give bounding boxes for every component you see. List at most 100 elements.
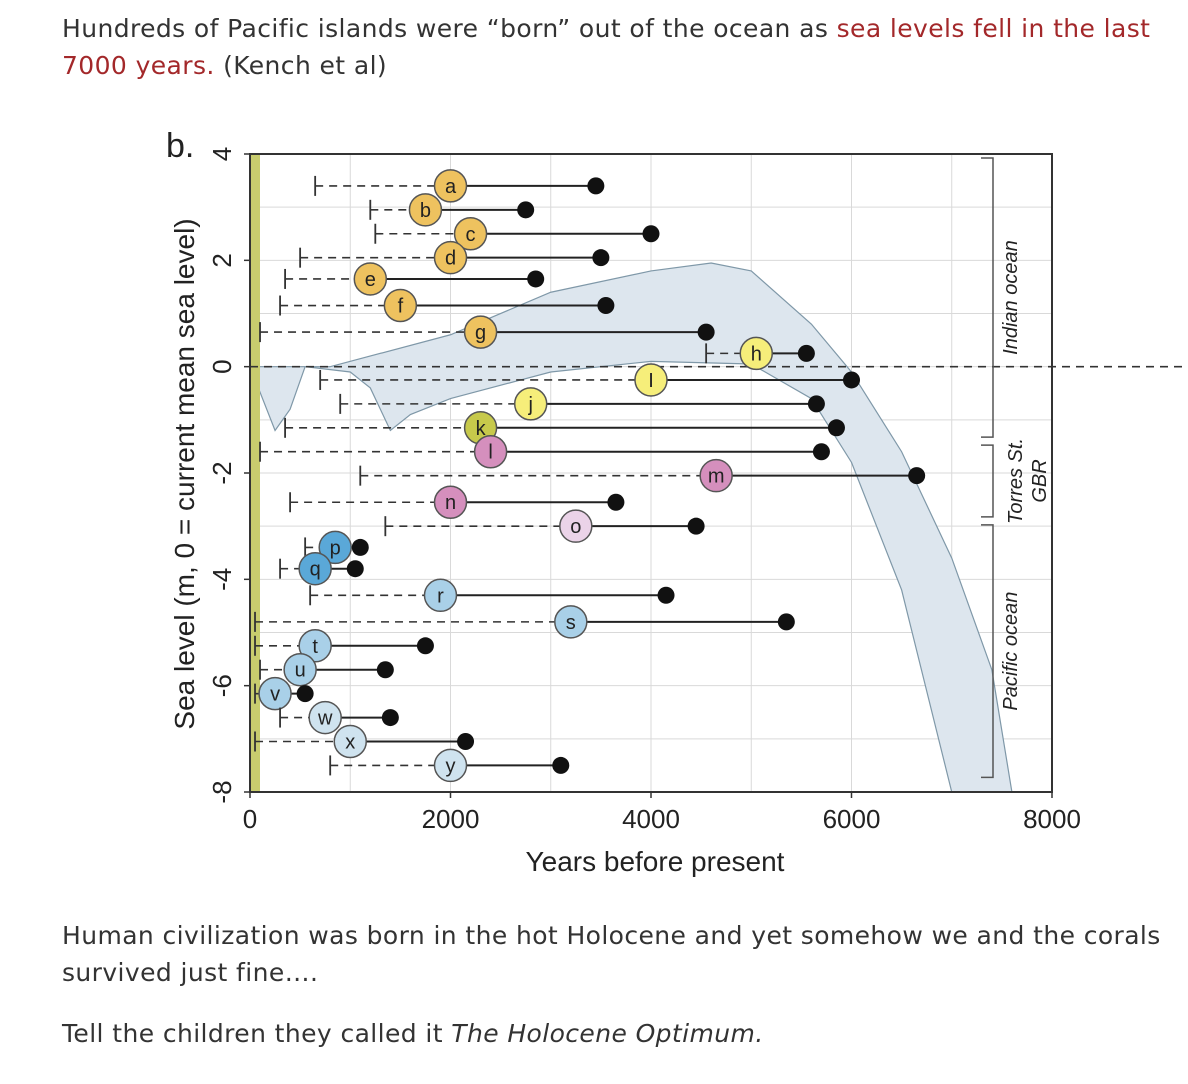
island-v: v	[254, 676, 314, 711]
island-label: r	[437, 585, 444, 607]
sea-levels-link[interactable]: sea levels fell in the last 7000 years.	[62, 14, 1151, 80]
island-label: a	[445, 176, 457, 198]
island-marker	[433, 169, 468, 203]
x-tick-label: 8000	[1023, 804, 1081, 834]
panel-label: b.	[166, 127, 194, 165]
end-point	[807, 395, 825, 413]
holocene-optimum-phrase: The Holocene Optimum.	[451, 1019, 764, 1048]
region-label: Pacific ocean	[1000, 592, 1022, 711]
present-band	[251, 154, 260, 792]
island-label: s	[566, 612, 576, 634]
island-marker	[318, 530, 352, 565]
closing-text: Tell the children they called it	[62, 1019, 452, 1048]
island-o: o	[384, 509, 705, 543]
island-label: I	[648, 370, 654, 392]
island-q: q	[279, 551, 364, 586]
island-x: x	[254, 724, 475, 759]
end-point	[346, 560, 364, 578]
island-label: b	[420, 200, 431, 222]
end-point	[687, 517, 705, 535]
island-k: k	[284, 411, 845, 445]
island-marker	[408, 193, 443, 227]
region-torres: Torres St. GBR	[981, 438, 1051, 524]
island-label: u	[295, 660, 306, 682]
island-marker	[634, 363, 668, 397]
intro-paragraph: Hundreds of Pacific islands were “born” …	[62, 10, 1182, 84]
island-e: e	[284, 262, 545, 296]
island-y: y	[329, 748, 570, 783]
island-label: x	[345, 731, 355, 753]
island-label: h	[751, 343, 762, 365]
y-tick-label: -4	[207, 568, 237, 591]
region-label: Torres St.	[1005, 438, 1027, 524]
end-point	[381, 709, 399, 727]
y-tick-label: 2	[207, 253, 237, 267]
sea-level-envelope	[249, 262, 1013, 793]
y-tick-label: -6	[207, 674, 237, 697]
island-s: s	[254, 605, 795, 639]
x-tick-label: 2000	[422, 804, 480, 834]
island-u: u	[259, 652, 394, 687]
island-m: m	[359, 458, 926, 493]
x-tick-label: 4000	[622, 804, 680, 834]
end-point	[592, 249, 610, 267]
y-tick-label: 0	[207, 359, 237, 373]
island-c: c	[374, 217, 660, 251]
island-marker	[383, 288, 418, 323]
intro-text: Hundreds of Pacific islands were “born” …	[62, 14, 837, 43]
end-point	[527, 270, 545, 288]
end-point	[697, 323, 715, 341]
island-marker	[473, 434, 508, 469]
island-label: w	[317, 708, 333, 730]
end-point	[351, 538, 369, 556]
island-t: t	[254, 629, 434, 663]
island-label: d	[445, 248, 456, 270]
end-point	[376, 661, 394, 679]
region-pacific: Pacific ocean	[981, 524, 1022, 779]
island-marker	[298, 551, 332, 586]
island-j: j	[339, 387, 825, 421]
island-marker	[258, 676, 292, 711]
island-marker	[353, 262, 388, 296]
end-point	[843, 371, 860, 389]
end-point	[607, 493, 625, 511]
island-p: p	[304, 530, 369, 565]
end-point	[587, 177, 605, 195]
end-point	[827, 419, 845, 437]
region-indian: Indian ocean	[981, 157, 1022, 438]
region-bracket	[981, 157, 994, 438]
end-point	[296, 685, 314, 703]
island-label: n	[445, 492, 456, 514]
island-label: l	[488, 442, 492, 464]
island-series: ab cd ef g h Ij kl m n o pq r s tuv wx y	[254, 169, 926, 783]
island-label: o	[570, 516, 581, 538]
island-marker	[433, 748, 468, 783]
end-point	[777, 613, 795, 631]
end-point	[552, 756, 570, 774]
island-I: I	[319, 363, 860, 397]
island-marker	[333, 724, 367, 759]
island-d: d	[299, 240, 610, 275]
island-g: g	[259, 315, 715, 349]
sea-level-chart: ab cd ef g h Ij kl m n o pq r s tuv wx y Indian ocean To…	[166, 127, 1186, 877]
x-tick-label: 0	[243, 804, 257, 834]
island-label: y	[446, 755, 456, 777]
island-l: l	[259, 434, 830, 469]
y-tick-label: -2	[207, 461, 237, 484]
island-marker	[513, 387, 548, 421]
island-marker	[433, 485, 468, 519]
y-axis-title: Sea level (m, 0 = current mean sea level…	[169, 218, 200, 729]
island-marker	[453, 217, 488, 251]
island-marker	[433, 240, 468, 275]
axis-ticks: 0 2000 4000 6000 8000 4 2 0 -2 -4 -6 -8	[207, 147, 1081, 834]
island-label: j	[527, 394, 532, 416]
island-label: c	[466, 224, 476, 246]
end-point	[642, 225, 660, 243]
island-w: w	[279, 700, 399, 735]
end-point	[457, 732, 475, 750]
island-label: v	[270, 684, 280, 706]
island-label: p	[330, 537, 341, 559]
end-point	[812, 443, 830, 461]
island-marker	[739, 336, 774, 371]
region-bracket	[981, 524, 994, 779]
